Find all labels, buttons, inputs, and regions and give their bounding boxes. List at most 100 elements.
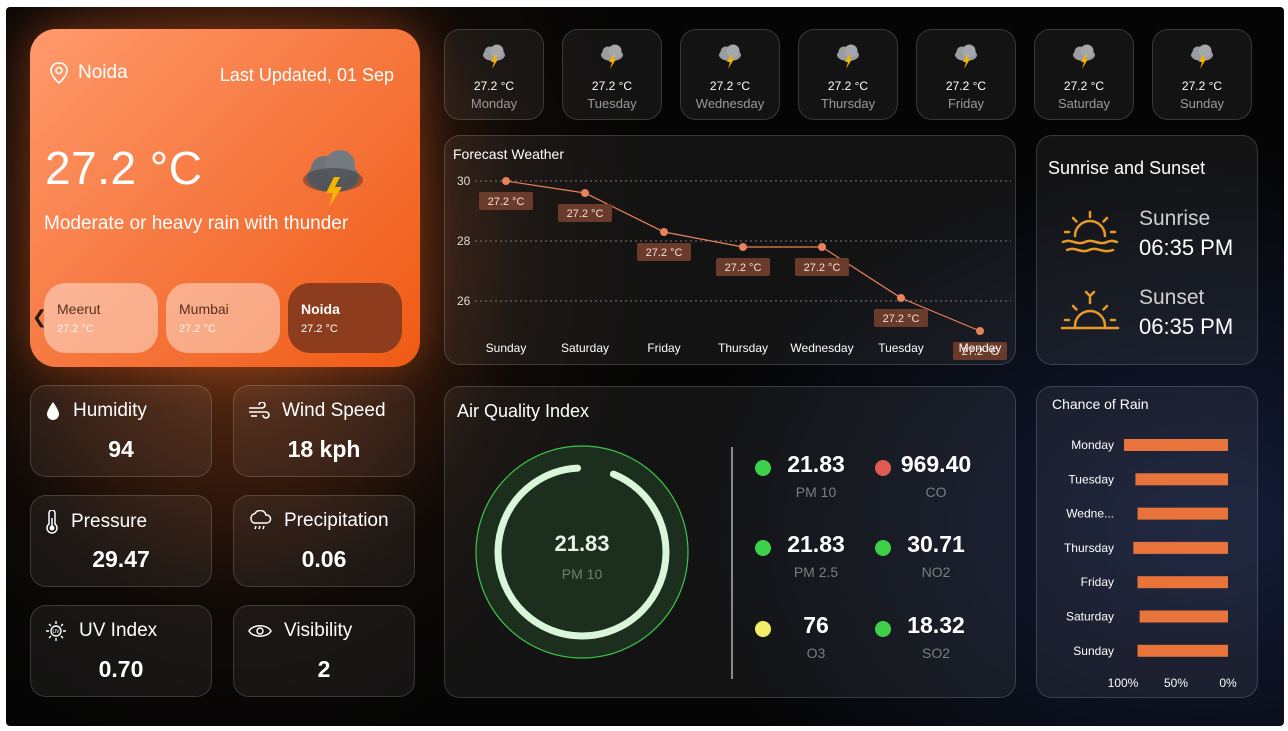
rain-bar: [1135, 473, 1228, 486]
status-dot: [875, 460, 891, 476]
status-dot: [875, 540, 891, 556]
gauge-value: 21.83: [554, 531, 609, 556]
aqi-label: O3: [806, 645, 826, 661]
day-card-tuesday[interactable]: 27.2 °C Tuesday: [562, 29, 662, 120]
y-tick-label: 28: [457, 234, 471, 248]
city-temp: 27.2 °C: [301, 323, 338, 335]
aqi-value: 21.83: [787, 451, 845, 477]
aqi-label: PM 10: [795, 484, 837, 500]
x-tick-label: Friday: [647, 341, 680, 355]
aqi-title: Air Quality Index: [457, 401, 590, 421]
rain-category-label: Sunday: [1073, 644, 1114, 658]
air-quality-card: Air Quality Index 21.83 PM 10 21.83 PM 10…: [444, 386, 1016, 698]
chevron-left-icon[interactable]: ❮: [32, 307, 48, 327]
data-label: 27.2 °C: [883, 313, 920, 325]
day-name: Wednesday: [695, 96, 765, 111]
data-point: [581, 189, 589, 197]
rain-bar: [1133, 541, 1228, 554]
uv-index-value: 0.70: [98, 656, 144, 682]
svg-text:UV: UV: [53, 629, 61, 635]
forecast-weather-chart: Forecast Weather 30 28 26 27.2 °C Sunday 27.2…: [444, 135, 1016, 365]
status-dot: [875, 621, 891, 637]
aqi-value: 18.32: [907, 612, 965, 638]
gauge-arc: [494, 464, 670, 640]
city-name: Mumbai: [179, 301, 229, 317]
city-card-mumbai[interactable]: Mumbai 27.2 °C: [166, 283, 280, 353]
day-card-monday[interactable]: 27.2 °C Monday: [444, 29, 544, 120]
humidity-value: 94: [108, 436, 134, 462]
wind-speed-label: Wind Speed: [282, 400, 386, 421]
rain-bar: [1137, 644, 1228, 657]
city-card-noida[interactable]: Noida 27.2 °C: [288, 283, 402, 353]
day-name: Sunday: [1179, 96, 1225, 111]
x-tick-label: Saturday: [561, 341, 609, 355]
rain-bar: [1139, 610, 1228, 623]
day-name: Tuesday: [587, 96, 637, 111]
day-card-sunday[interactable]: 27.2 °C Sunday: [1152, 29, 1252, 120]
status-dot: [755, 460, 771, 476]
uv-sun-icon: UV: [46, 621, 66, 641]
current-weather-card: Noida Last Updated, 01 Sep 27.2 °C Moder…: [30, 29, 420, 367]
x-tick-label: Wednesday: [790, 341, 853, 355]
aqi-item-no2: 30.71 NO2: [875, 531, 991, 580]
aqi-label: NO2: [921, 564, 951, 580]
x-tick-label: 0%: [1219, 676, 1237, 690]
aqi-label: CO: [925, 484, 947, 500]
day-temp: 27.2 °C: [945, 79, 987, 93]
day-card-saturday[interactable]: 27.2 °C Saturday: [1034, 29, 1134, 120]
day-temp: 27.2 °C: [1181, 79, 1223, 93]
day-card-thursday[interactable]: 27.2 °C Thursday: [798, 29, 898, 120]
rain-category-label: Thursday: [1064, 541, 1114, 555]
day-name: Saturday: [1057, 96, 1111, 111]
aqi-divider: [731, 447, 733, 679]
visibility-value: 2: [317, 656, 331, 682]
data-label: 27.2 °C: [804, 262, 841, 274]
x-tick-label: Thursday: [718, 341, 768, 355]
sunset-label: Sunset: [1139, 286, 1205, 309]
data-point: [976, 327, 984, 335]
status-dot: [755, 540, 771, 556]
cloud-lightning-icon: [303, 150, 363, 207]
aqi-label: PM 2.5: [793, 564, 839, 580]
rain-category-label: Wedne...: [1066, 507, 1114, 521]
day-card-wednesday[interactable]: 27.2 °C Wednesday: [680, 29, 780, 120]
sunset-time: 06:35 PM: [1139, 314, 1234, 339]
cloud-lightning-icon: [1073, 44, 1095, 69]
status-dot: [755, 621, 771, 637]
precipitation-value: 0.06: [301, 546, 347, 572]
data-label-box: [716, 258, 770, 276]
data-label-box: [874, 309, 928, 327]
data-label-box: [479, 192, 533, 210]
aqi-label: SO2: [921, 645, 950, 661]
pressure-label: Pressure: [71, 511, 148, 532]
day-name: Monday: [470, 96, 518, 111]
x-tick-label: 100%: [1108, 676, 1139, 690]
data-label-box: [953, 342, 1007, 360]
city-card-meerut[interactable]: Meerut 27.2 °C: [44, 283, 158, 353]
day-card-friday[interactable]: 27.2 °C Friday: [916, 29, 1016, 120]
cloud-lightning-icon: [837, 44, 859, 69]
day-temp: 27.2 °C: [473, 79, 515, 93]
sunset-icon: [1060, 290, 1120, 330]
city-name: Meerut: [57, 301, 101, 317]
eye-icon: [248, 625, 272, 637]
location: Noida: [48, 61, 128, 85]
cloud-lightning-icon: [719, 44, 741, 69]
rain-category-label: Tuesday: [1068, 472, 1114, 486]
y-tick-label: 30: [457, 174, 471, 188]
aqi-item-o3: 76 O3: [755, 612, 871, 661]
series-line: [505, 180, 981, 332]
rain-title: Chance of Rain: [1052, 396, 1149, 412]
aqi-item-pm-10: 21.83 PM 10: [755, 451, 871, 500]
visibility-label: Visibility: [284, 620, 353, 641]
x-tick-label: Tuesday: [878, 341, 924, 355]
precipitation-card: Precipitation 0.06: [233, 495, 415, 587]
x-tick-label: Sunday: [486, 341, 527, 355]
sunrise-sunset-card: Sunrise and Sunset Sunrise 06:35 PM: [1036, 135, 1258, 365]
aqi-gauge: 21.83 PM 10: [475, 445, 689, 659]
rain-category-label: Friday: [1081, 575, 1114, 589]
forecast-line-chart: 30 28 26 27.2 °C Sunday 27.2 °C Saturday 27.2 °…: [457, 174, 1011, 360]
aqi-item-co: 969.40 CO: [875, 451, 991, 500]
visibility-card: Visibility 2: [233, 605, 415, 697]
data-label: 27.2 °C: [646, 247, 683, 259]
